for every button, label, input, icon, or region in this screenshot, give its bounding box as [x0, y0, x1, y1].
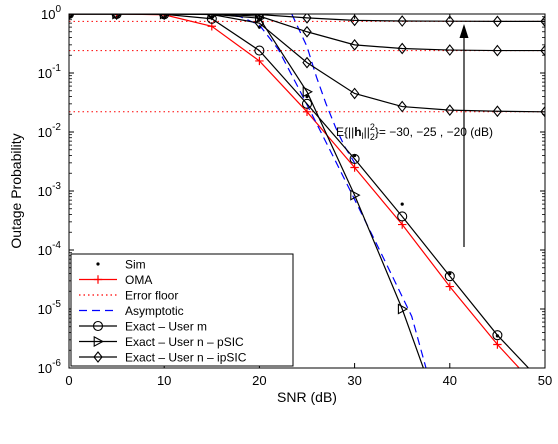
series-exact-user-n-ipsic-point-0-4 [254, 14, 265, 21]
legend-label-oma: OMA [125, 273, 152, 287]
legend-label-sim: Sim [125, 258, 146, 272]
series-exact-user-m-point-0-4 [254, 45, 265, 56]
y-tick-label-6: 10-6 [38, 358, 62, 376]
legend-marker-exact-user-n-ipsic [93, 351, 103, 363]
y-tick-label-4: 10-4 [38, 240, 62, 258]
series-oma-point-0-7 [398, 220, 407, 229]
x-tick-label-2: 20 [252, 373, 266, 388]
x-tick-label-4: 40 [443, 373, 457, 388]
channel-error-annotation: E{||hl||2 2}= −30, −25 , −20 (dB) [336, 24, 493, 247]
series-exact-user-n-ipsic-line-7-1 [69, 14, 545, 52]
series-exact-user-n-ipsic-point-1-8 [445, 44, 455, 56]
series-oma-point-0-6 [350, 163, 359, 172]
series-exact-user-n-ipsic-point-2-1 [111, 14, 122, 20]
series-oma-point-0-9 [493, 340, 502, 349]
y-tick-label-2: 10-2 [38, 122, 62, 140]
x-tick-label-1: 10 [157, 373, 171, 388]
series-exact-user-n-ipsic-point-0-7 [397, 15, 407, 27]
y-tick-label-5: 10-5 [38, 299, 62, 317]
series-exact-user-n-ipsic-point-2-9 [492, 105, 503, 118]
series-exact-user-n-ipsic-point-2-8 [445, 104, 455, 116]
series-sim-point-0-7 [400, 202, 404, 206]
series-sim-point-0-5 [305, 94, 309, 99]
series-exact-user-m-point-0-8 [444, 271, 455, 282]
x-tick-label-3: 30 [347, 373, 361, 388]
series-exact-user-n-ipsic-point-2-3 [207, 14, 217, 21]
legend-label-asymptotic: Asymptotic [125, 304, 184, 318]
y-tick-label-3: 10-3 [38, 181, 62, 199]
series-exact-user-n-psic-point-0-5 [302, 86, 313, 98]
series-exact-user-m-point-0-6 [349, 153, 360, 164]
legend-label-exact-user-n-psic: Exact – User n – pSIC [125, 335, 244, 349]
x-axis-label: SNR (dB) [277, 389, 337, 405]
legend-marker-exact-user-n-psic [93, 335, 104, 348]
legend-label-exact-user-n-ipsic: Exact – User n – ipSIC [125, 351, 247, 365]
legend-marker-sim [96, 262, 100, 266]
series-exact-user-n-ipsic-line-7-0 [69, 14, 545, 22]
series-exact-user-n-ipsic-point-1-10 [540, 44, 545, 57]
series-exact-user-n-ipsic-point-0-8 [445, 15, 455, 28]
series-exact-user-n-ipsic-point-2-6 [349, 87, 360, 100]
series-asymptotic-line-3-0 [222, 14, 427, 368]
series-exact-user-n-ipsic-line-7-2 [69, 14, 545, 113]
series-exact-user-n-ipsic-point-2-4 [254, 17, 265, 30]
legend-marker-oma [93, 275, 103, 284]
series-exact-user-n-ipsic-point-0-9 [492, 15, 503, 28]
x-tick-label-5: 50 [538, 373, 552, 388]
series-exact-user-n-ipsic-point-1-7 [397, 42, 407, 55]
series-exact-user-n-ipsic-point-0-6 [349, 14, 360, 27]
series-exact-user-n-ipsic-point-2-7 [397, 100, 407, 113]
series-exact-user-n-ipsic-point-1-6 [349, 38, 360, 51]
x-tick-label-0: 0 [65, 373, 72, 388]
series-exact-user-m-point-0-9 [492, 330, 503, 341]
series-exact-user-n-psic-point-0-6 [350, 189, 361, 201]
series-exact-user-n-psic-point-0-1 [112, 14, 123, 20]
legend-marker-exact-user-m [92, 320, 104, 332]
series-exact-user-n-psic-point-0-7 [397, 303, 409, 315]
y-tick-label-0: 100 [41, 4, 61, 22]
series-exact-user-n-ipsic-point-2-10 [540, 105, 545, 118]
series-oma-point-0-4 [255, 56, 264, 66]
y-axis-label: Outage Probability [8, 133, 24, 248]
annotation-text: E{||hl||2 2}= −30, −25 , −20 (dB) [336, 122, 493, 142]
annotation-arrow-head [459, 24, 469, 38]
axes: 0 10 20 30 40 50 100 10-1 10-2 10-3 10-4 10-5 10-6 [38, 4, 553, 388]
series-oma-point-0-8 [445, 282, 454, 291]
series-exact-user-n-ipsic-point-0-5 [302, 14, 312, 24]
series-exact-user-m-point-0-5 [301, 98, 313, 109]
series-exact-user-n-ipsic-point-1-5 [302, 25, 312, 38]
series-exact-user-n-ipsic-point-1-9 [492, 44, 503, 57]
legend-label-exact-user-m: Exact – User m [125, 320, 207, 334]
legend-label-error-floor: Error floor [125, 289, 178, 303]
y-tick-label-1: 10-1 [38, 63, 62, 81]
series-exact-user-m-point-0-7 [397, 211, 408, 222]
series-exact-user-n-ipsic-point-2-5 [302, 56, 312, 69]
